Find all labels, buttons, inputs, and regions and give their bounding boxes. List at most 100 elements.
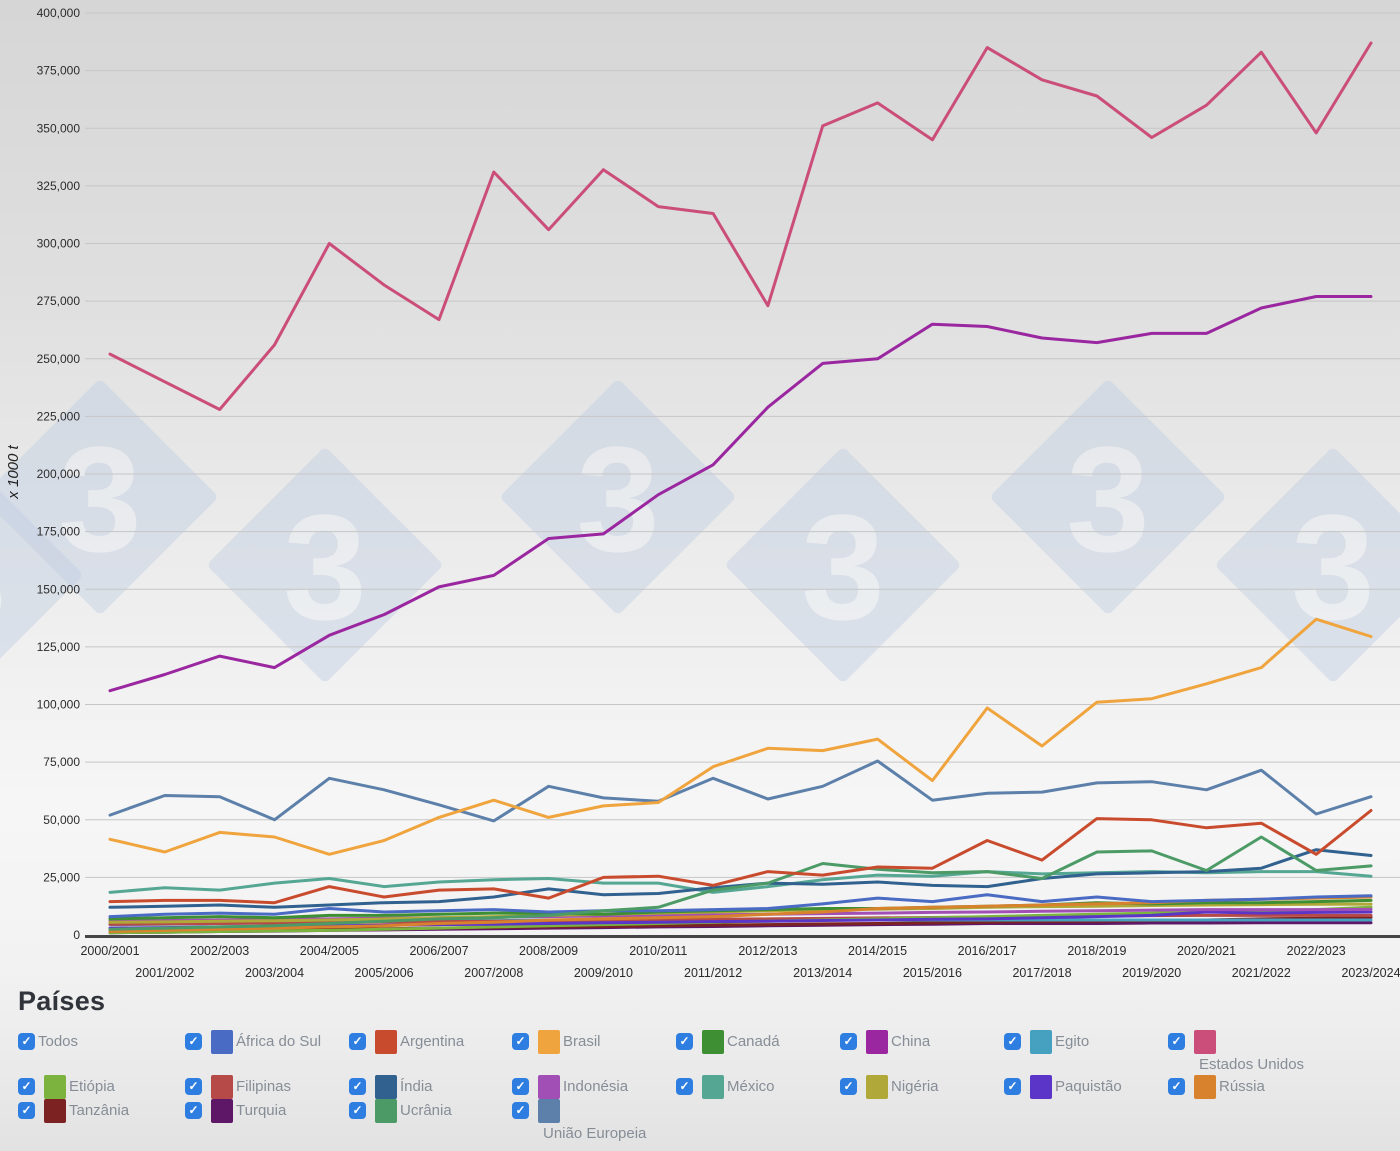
legend-label-etiopia: Etiópia (69, 1078, 115, 1095)
color-swatch-paquistao (1030, 1075, 1052, 1099)
checkbox-tanzania[interactable]: ✓ (18, 1102, 35, 1119)
checkbox-mexico[interactable]: ✓ (676, 1078, 693, 1095)
series-line-estados-unidos[interactable] (108, 41, 1373, 411)
checkbox-filipinas[interactable]: ✓ (185, 1078, 202, 1095)
y-tick-label: 250,000 (37, 352, 81, 366)
series-line-africa-do-sul[interactable] (108, 893, 1373, 919)
series-line-mexico[interactable] (108, 870, 1373, 894)
checkbox-russia[interactable]: ✓ (1168, 1078, 1185, 1095)
color-swatch-etiopia (44, 1075, 66, 1099)
series-line-china[interactable] (108, 295, 1373, 693)
y-tick-label: 25,000 (43, 870, 80, 884)
legend-item-nigeria: ✓ Nigéria (840, 1075, 939, 1099)
checkbox-etiopia[interactable]: ✓ (18, 1078, 35, 1095)
color-swatch-india (375, 1075, 397, 1099)
y-tick-label: 225,000 (37, 409, 81, 423)
legend-item-egito: ✓ Egito (1004, 1030, 1089, 1054)
series-line-uniao-europeia[interactable] (108, 759, 1373, 823)
y-tick-label: 350,000 (37, 121, 81, 135)
legend-item-etiopia: ✓ Etiópia (18, 1075, 115, 1099)
series-line-brasil[interactable] (108, 617, 1373, 856)
x-tick-label: 2017/2018 (1012, 966, 1071, 980)
watermark-diamond: 3 (208, 448, 442, 682)
checkbox-turquia[interactable]: ✓ (185, 1102, 202, 1119)
color-swatch-china (866, 1030, 888, 1054)
color-swatch-turquia (211, 1099, 233, 1123)
legend-label-estados-unidos: Estados Unidos (1199, 1056, 1305, 1073)
series-line-ucrania[interactable] (108, 835, 1373, 931)
legend-label-paquistao: Paquistão (1055, 1078, 1122, 1095)
checkbox-canada[interactable]: ✓ (676, 1033, 693, 1050)
x-tick-label: 2000/2001 (80, 944, 139, 958)
x-tick-label: 2011/2012 (684, 966, 742, 980)
checkbox-argentina[interactable]: ✓ (349, 1033, 366, 1050)
legend-label-ucrania: Ucrânia (400, 1102, 452, 1119)
y-tick-label: 75,000 (43, 755, 80, 769)
checkbox-egito[interactable]: ✓ (1004, 1033, 1021, 1050)
color-swatch-indonesia (538, 1075, 560, 1099)
x-tick-label: 2001/2002 (135, 966, 194, 980)
svg-text:3: 3 (0, 493, 7, 661)
legend-label-argentina: Argentina (400, 1033, 465, 1050)
checkbox-ucrania[interactable]: ✓ (349, 1102, 366, 1119)
checkbox-todos[interactable]: ✓ (18, 1033, 35, 1050)
legend-item-turquia: ✓ Turquia (185, 1099, 286, 1123)
legend-label-mexico: México (727, 1078, 775, 1095)
x-tick-label: 2020/2021 (1177, 944, 1236, 958)
y-tick-label: 275,000 (37, 294, 81, 308)
x-tick-label: 2012/2013 (738, 944, 797, 958)
x-tick-label: 2008/2009 (519, 944, 578, 958)
watermark-diamond: 3 (1216, 448, 1400, 682)
x-tick-label: 2015/2016 (903, 966, 962, 980)
y-tick-label: 175,000 (37, 525, 81, 539)
checkbox-indonesia[interactable]: ✓ (512, 1078, 529, 1095)
checkbox-estados-unidos[interactable]: ✓ (1168, 1033, 1185, 1050)
legend-item-africa-do-sul: ✓ África do Sul (185, 1030, 321, 1054)
y-tick-label: 50,000 (43, 813, 80, 827)
color-swatch-ucrania (375, 1099, 397, 1123)
legend-item-indonesia: ✓ Indonésia (512, 1075, 628, 1099)
checkbox-brasil[interactable]: ✓ (512, 1033, 529, 1050)
y-tick-label: 375,000 (37, 64, 81, 78)
legend-item-uniao-europeia: ✓ União Europeia (512, 1099, 672, 1142)
watermark-diamond: 3 (726, 448, 960, 682)
x-tick-label: 2007/2008 (464, 966, 523, 980)
checkbox-paquistao[interactable]: ✓ (1004, 1078, 1021, 1095)
x-tick-label: 2013/2014 (793, 966, 852, 980)
checkbox-india[interactable]: ✓ (349, 1078, 366, 1095)
x-tick-label: 2006/2007 (409, 944, 468, 958)
checkbox-africa-do-sul[interactable]: ✓ (185, 1033, 202, 1050)
legend-label-canada: Canadá (727, 1033, 780, 1050)
legend-item-russia: ✓ Rússia (1168, 1075, 1265, 1099)
x-tick-label: 2018/2019 (1067, 944, 1126, 958)
checkbox-uniao-europeia[interactable]: ✓ (512, 1102, 529, 1119)
y-tick-label: 150,000 (37, 582, 81, 596)
legend-item-china: ✓ China (840, 1030, 930, 1054)
x-tick-label: 2004/2005 (300, 944, 359, 958)
x-tick-label: 2002/2003 (190, 944, 249, 958)
svg-text:3: 3 (576, 415, 659, 583)
svg-text:3: 3 (283, 483, 366, 651)
color-swatch-tanzania (44, 1099, 66, 1123)
legend-panel: Países ✓ Todos ✓ África do Sul ✓ Argentina ✓ Br… (0, 986, 1400, 1151)
y-tick-label: 125,000 (37, 640, 81, 654)
x-tick-label: 2019/2020 (1122, 966, 1181, 980)
series-line-argentina[interactable] (108, 809, 1373, 905)
legend-label-egito: Egito (1055, 1033, 1090, 1050)
legend-item-brasil: ✓ Brasil (512, 1030, 601, 1054)
checkbox-china[interactable]: ✓ (840, 1033, 857, 1050)
checkbox-nigeria[interactable]: ✓ (840, 1078, 857, 1095)
legend-label-china: China (891, 1033, 931, 1050)
legend-label-africa-do-sul: África do Sul (236, 1033, 322, 1050)
x-tick-label: 2014/2015 (848, 944, 907, 958)
legend-label-nigeria: Nigéria (891, 1078, 939, 1095)
y-tick-label: 0 (73, 928, 80, 942)
legend-item-argentina: ✓ Argentina (349, 1030, 464, 1054)
x-tick-label: 2022/2023 (1287, 944, 1346, 958)
legend-item-todos: ✓ Todos (18, 1030, 78, 1050)
legend-item-paquistao: ✓ Paquistão (1004, 1075, 1122, 1099)
legend-item-filipinas: ✓ Filipinas (185, 1075, 291, 1099)
legend-item-india: ✓ Índia (349, 1075, 433, 1099)
legend-label-russia: Rússia (1219, 1078, 1265, 1095)
legend-label-tanzania: Tanzânia (69, 1102, 130, 1119)
